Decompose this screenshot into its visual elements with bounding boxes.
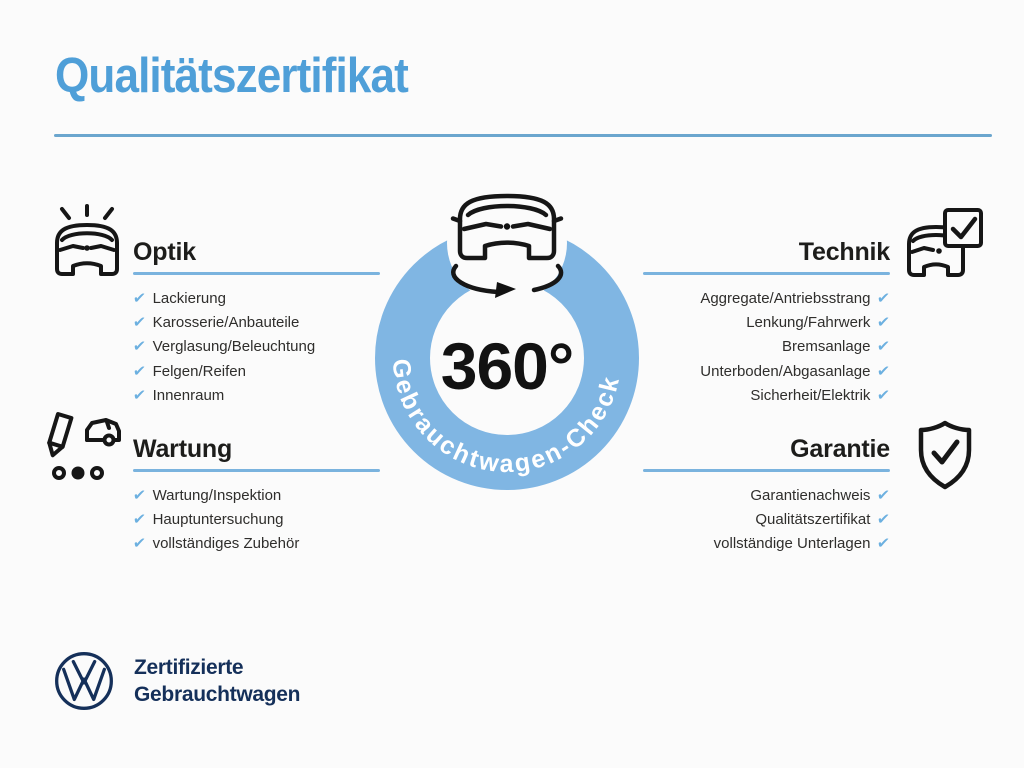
list-item-label: Bremsanlage	[782, 338, 871, 356]
list-item: ✔ Hauptuntersuchung	[132, 507, 380, 531]
brand-footer: Zertifizierte Gebrauchtwagen	[53, 650, 300, 712]
section-title-technik: Technik	[798, 238, 890, 266]
checkbox-check	[950, 216, 978, 240]
list-item: Bremsanlage ✔	[643, 335, 891, 359]
check-icon: ✔	[132, 387, 147, 405]
list-item: Unterboden/Abgasanlage ✔	[643, 359, 891, 383]
list-item: ✔ Verglasung/Beleuchtung	[132, 335, 380, 359]
check-icon: ✔	[132, 511, 147, 529]
brand-line-2: Gebrauchtwagen	[134, 683, 301, 706]
check-icon: ✔	[876, 338, 891, 356]
list-item-label: Sicherheit/Elektrik	[750, 387, 871, 405]
list-item: ✔ Felgen/Reifen	[132, 359, 380, 383]
list-item-label: vollständige Unterlagen	[713, 535, 871, 553]
rotation-arrowhead	[495, 282, 516, 298]
car-checklist-icon	[907, 208, 983, 277]
list-item-label: Wartung/Inspektion	[152, 486, 282, 504]
page-title: Qualitätszertifikat	[55, 49, 409, 103]
check-icon: ✔	[132, 362, 147, 380]
section-title-optik: Optik	[133, 238, 196, 266]
check-icon: ✔	[132, 338, 147, 356]
list-item: Garantienachweis ✔	[643, 483, 891, 507]
section-wartung: Wartung ✔ Wartung/Inspektion ✔ Hauptunters…	[132, 435, 380, 556]
list-item-label: Garantienachweis	[750, 486, 871, 504]
section-rule-optik	[133, 272, 380, 275]
list-item: ✔ Karosserie/Anbauteile	[132, 310, 380, 334]
list-item-label: Qualitätszertifikat	[755, 511, 871, 529]
light-dot	[503, 223, 511, 230]
value-360: 360°	[441, 329, 574, 403]
list-item: Sicherheit/Elektrik ✔	[643, 384, 891, 408]
list-item: Aggregate/Antriebsstrang ✔	[643, 286, 891, 310]
section-rule-wartung	[133, 469, 380, 472]
shield-check	[931, 439, 960, 465]
list-item-label: Hauptuntersuchung	[152, 511, 284, 529]
brand-text: Zertifizierte Gebrauchtwagen	[134, 654, 300, 708]
section-garantie: Garantie Garantienachweis ✔ Qualitätszert…	[643, 435, 891, 556]
check-icon: ✔	[876, 511, 891, 529]
dot	[90, 466, 104, 480]
list-item-label: vollständiges Zubehör	[152, 535, 300, 553]
list-item-label: Lackierung	[152, 289, 226, 307]
section-optik: Optik ✔ Lackierung ✔ Karosserie/Anbauteile…	[132, 238, 380, 408]
check-icon: ✔	[132, 486, 147, 504]
car-360-rotation-icon	[450, 193, 564, 295]
list-item-label: Verglasung/Beleuchtung	[152, 338, 316, 356]
check-icon: ✔	[876, 486, 891, 504]
list-item: Qualitätszertifikat ✔	[643, 507, 891, 531]
service-log-icon	[47, 412, 121, 480]
360-check-graphic: Gebrauchtwagen-Check 360°	[375, 183, 639, 490]
check-icon: ✔	[876, 387, 891, 405]
list-item-label: Innenraum	[152, 387, 225, 405]
check-icon: ✔	[132, 535, 147, 553]
section-rule-garantie	[643, 469, 890, 472]
shiny-car-icon	[55, 204, 119, 276]
check-icon: ✔	[876, 314, 891, 332]
list-item-label: Aggregate/Antriebsstrang	[700, 289, 871, 307]
list-item-label: Felgen/Reifen	[152, 362, 246, 380]
dot-filled	[71, 466, 85, 480]
section-title-garantie: Garantie	[790, 435, 890, 463]
vw-logo-icon	[55, 652, 113, 710]
checklist-wartung: ✔ Wartung/Inspektion ✔ Hauptuntersuchung ✔…	[132, 483, 380, 556]
check-icon: ✔	[876, 289, 891, 307]
checklist-technik: Aggregate/Antriebsstrang ✔ Lenkung/Fahrwe…	[643, 286, 891, 408]
check-icon: ✔	[132, 289, 147, 307]
list-item: vollständige Unterlagen ✔	[643, 532, 891, 556]
check-icon: ✔	[876, 535, 891, 553]
list-item: ✔ Innenraum	[132, 384, 380, 408]
list-item: Lenkung/Fahrwerk ✔	[643, 310, 891, 334]
title-rule	[54, 134, 992, 137]
check-icon: ✔	[132, 314, 147, 332]
section-technik: Technik Aggregate/Antriebsstrang ✔ Lenkun…	[643, 238, 891, 408]
list-item-label: Unterboden/Abgasanlage	[700, 362, 871, 380]
list-item: ✔ Wartung/Inspektion	[132, 483, 380, 507]
shield-check-icon	[918, 420, 972, 490]
checklist-garantie: Garantienachweis ✔ Qualitätszertifikat ✔ v…	[643, 483, 891, 556]
checklist-optik: ✔ Lackierung ✔ Karosserie/Anbauteile ✔ Verg…	[132, 286, 380, 408]
list-item-label: Karosserie/Anbauteile	[152, 314, 300, 332]
section-rule-technik	[643, 272, 890, 275]
checkbox	[943, 208, 983, 248]
check-icon: ✔	[876, 362, 891, 380]
light-dot	[936, 248, 942, 254]
list-item-label: Lenkung/Fahrwerk	[746, 314, 871, 332]
light-dot	[84, 245, 90, 251]
list-item: ✔ vollständiges Zubehör	[132, 532, 380, 556]
brand-line-1: Zertifizierte	[134, 656, 244, 679]
section-title-wartung: Wartung	[133, 435, 233, 463]
list-item: ✔ Lackierung	[132, 286, 380, 310]
dot	[52, 466, 66, 480]
